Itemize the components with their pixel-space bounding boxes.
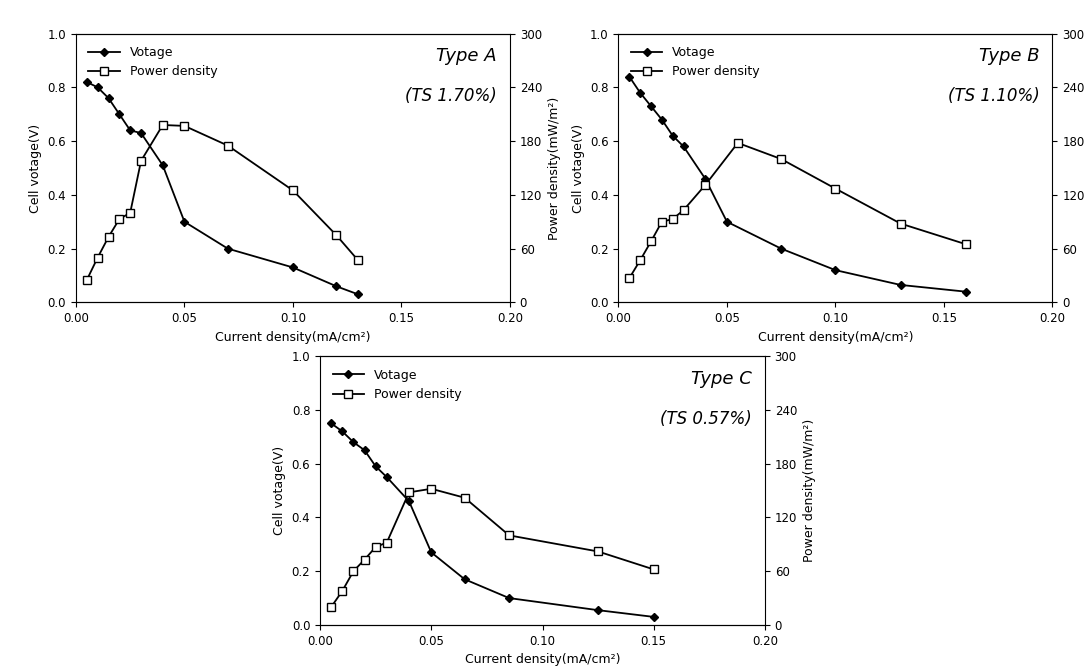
Votage [324, 419, 337, 427]
Votage [178, 218, 191, 226]
Power density [352, 256, 365, 264]
Power density [425, 485, 438, 493]
Votage [347, 438, 360, 446]
Line: Power density: Power density [625, 139, 970, 282]
Power density [330, 231, 343, 239]
Power density [829, 185, 842, 193]
Text: Type A: Type A [436, 47, 497, 65]
Power density [358, 556, 371, 564]
Votage [502, 594, 515, 602]
Votage [775, 245, 788, 253]
Power density [324, 603, 337, 611]
Votage [623, 73, 636, 81]
Votage [358, 446, 371, 454]
Power density [623, 274, 636, 282]
Power density [135, 157, 148, 165]
Power density [591, 548, 604, 556]
Power density [894, 220, 907, 228]
Power density [644, 237, 658, 245]
Votage [829, 266, 842, 274]
Power density [731, 139, 744, 147]
Power density [655, 218, 668, 226]
Legend: Votage, Power density: Votage, Power density [327, 362, 468, 407]
Votage [666, 132, 679, 140]
Votage [369, 462, 382, 470]
X-axis label: Current density(mA/cm²): Current density(mA/cm²) [215, 331, 371, 343]
Power density [403, 489, 416, 497]
Power density [959, 240, 972, 248]
Votage [425, 548, 438, 556]
Text: Type C: Type C [691, 370, 752, 388]
Votage [634, 89, 647, 97]
Votage [352, 290, 365, 298]
Text: (TS 1.70%): (TS 1.70%) [405, 87, 497, 106]
Votage [458, 575, 471, 583]
Power density [699, 181, 712, 189]
Power density [80, 276, 93, 284]
Power density [634, 256, 647, 264]
Power density [124, 209, 137, 217]
X-axis label: Current density(mA/cm²): Current density(mA/cm²) [757, 331, 914, 343]
Line: Power density: Power density [82, 121, 362, 284]
Power density [380, 538, 393, 546]
Votage [330, 282, 343, 290]
Votage [80, 78, 93, 86]
Votage [403, 497, 416, 505]
Power density [336, 587, 349, 595]
Votage [102, 94, 115, 102]
Legend: Votage, Power density: Votage, Power density [82, 40, 224, 85]
Votage [591, 606, 604, 614]
Power density [677, 206, 690, 214]
Votage [655, 116, 668, 124]
Power density [502, 532, 515, 540]
Votage [644, 102, 658, 110]
Power density [178, 122, 191, 130]
Power density [666, 215, 679, 223]
Power density [91, 253, 104, 261]
Legend: Votage, Power density: Votage, Power density [625, 40, 766, 85]
Votage [380, 473, 393, 481]
Text: Type B: Type B [979, 47, 1039, 65]
Line: Power density: Power density [328, 485, 658, 611]
Text: (TS 0.57%): (TS 0.57%) [660, 410, 752, 428]
Line: Votage: Votage [626, 73, 969, 295]
Power density [156, 121, 169, 129]
Power density [113, 215, 126, 223]
Votage [647, 613, 660, 621]
Y-axis label: Cell votage(V): Cell votage(V) [572, 124, 585, 212]
Power density [369, 543, 382, 551]
Power density [458, 494, 471, 502]
Line: Votage: Votage [84, 79, 361, 298]
Votage [221, 245, 234, 253]
Power density [347, 567, 360, 575]
Votage [336, 427, 349, 435]
Votage [113, 110, 126, 118]
Votage [156, 161, 169, 169]
Votage [699, 175, 712, 183]
Power density [775, 155, 788, 163]
Votage [286, 263, 299, 271]
Power density [647, 565, 660, 573]
Y-axis label: Power density(mW/m²): Power density(mW/m²) [803, 419, 816, 562]
Y-axis label: Cell votage(V): Cell votage(V) [29, 124, 42, 212]
Power density [286, 186, 299, 194]
Votage [720, 218, 733, 226]
Votage [677, 142, 690, 151]
Votage [894, 281, 907, 289]
Votage [91, 83, 104, 91]
Power density [102, 233, 115, 241]
Votage [135, 129, 148, 137]
Y-axis label: Cell votage(V): Cell votage(V) [273, 446, 286, 535]
Votage [124, 126, 137, 134]
Line: Votage: Votage [328, 420, 656, 620]
X-axis label: Current density(mA/cm²): Current density(mA/cm²) [464, 653, 621, 666]
Text: (TS 1.10%): (TS 1.10%) [947, 87, 1039, 106]
Y-axis label: Power density(mW/m²): Power density(mW/m²) [548, 96, 561, 240]
Power density [221, 142, 234, 150]
Votage [959, 288, 972, 296]
